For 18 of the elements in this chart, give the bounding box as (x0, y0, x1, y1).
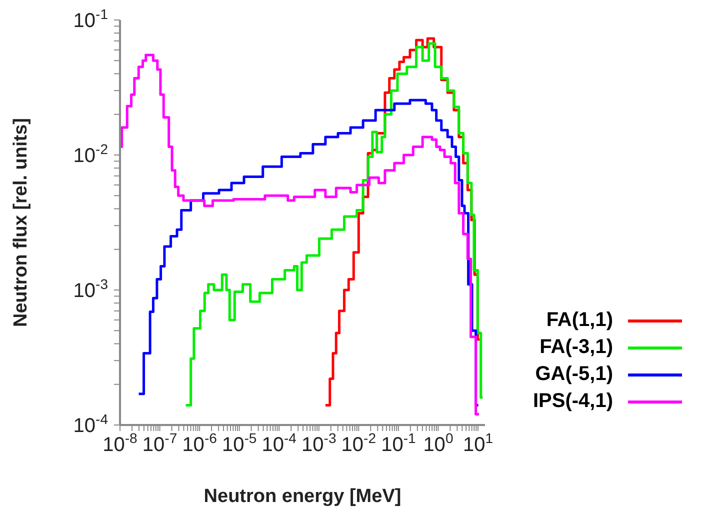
y-tick-label: 10$^{-1}$ (73, 6, 108, 32)
legend-label: GA(-5,1) (535, 363, 613, 386)
x-tick-label: 10$^{1}$ (462, 430, 494, 456)
y-tick-label: 10$^{-3}$ (73, 276, 108, 302)
y-axis-title: Neutron flux [rel. units] (10, 118, 32, 327)
x-tick-label: 10$^{0}$ (423, 430, 454, 456)
legend-label: FA(1,1) (546, 309, 613, 332)
x-tick-label: 10$^{-3}$ (302, 430, 336, 456)
x-tick-label: 10$^{-4}$ (262, 430, 297, 456)
legend-label: FA(-3,1) (540, 336, 613, 359)
x-axis-title: Neutron energy [MeV] (204, 486, 402, 507)
x-tick-label: 10$^{-6}$ (182, 430, 218, 456)
x-tick-label: 10$^{-2}$ (341, 430, 376, 456)
legend-label: IPS(-4,1) (532, 390, 613, 413)
y-tick-label: 10$^{-2}$ (73, 141, 108, 167)
x-tick-label: 10$^{-5}$ (222, 430, 257, 456)
x-tick-label: 10$^{-1}$ (381, 430, 416, 456)
x-tick-label: 10$^{-7}$ (142, 430, 178, 456)
